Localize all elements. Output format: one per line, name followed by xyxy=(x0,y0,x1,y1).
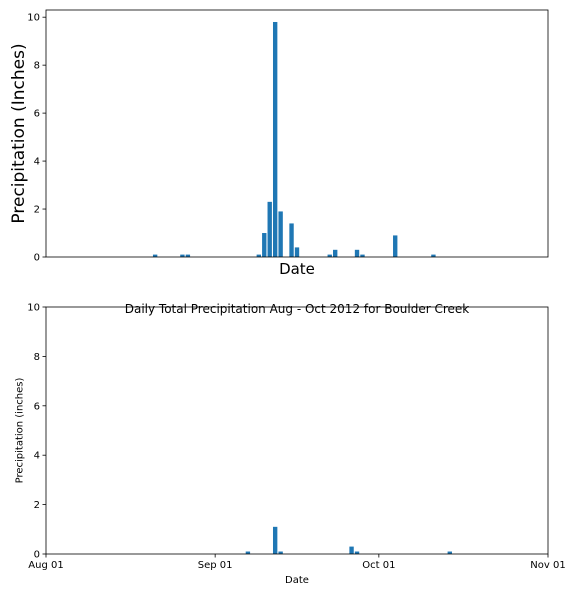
chart-title: Daily Total Precipitation Aug - Oct 2012… xyxy=(125,302,470,316)
y-axis-label: Precipitation (Inches) xyxy=(9,43,29,223)
bar-2012-09-10 xyxy=(262,233,267,257)
bar-2012-08-26 xyxy=(180,254,185,257)
y-tick-label: 6 xyxy=(34,401,40,412)
bar-2012-10-11 xyxy=(431,254,436,257)
bar-2012-09-26 xyxy=(349,546,354,554)
bar-2012-09-16 xyxy=(294,247,300,257)
bar-2012-09-13 xyxy=(278,551,283,554)
x-tick-label: Aug 01 xyxy=(28,560,63,571)
x-axis-label: Date xyxy=(285,575,309,586)
bar-2012-09-09 xyxy=(256,254,261,257)
y-tick-label: 6 xyxy=(34,109,40,120)
bar-series xyxy=(245,526,452,554)
x-tick-label: Sep 01 xyxy=(198,560,233,571)
bar-2012-09-07 xyxy=(245,551,251,554)
bar-2012-09-13 xyxy=(278,211,283,257)
y-tick-label: 2 xyxy=(34,500,40,511)
x-axis-label: Date xyxy=(279,260,315,278)
bar-2012-09-11 xyxy=(267,201,272,257)
y-tick-label: 4 xyxy=(34,451,40,462)
y-tick-label: 8 xyxy=(34,61,40,72)
y-axis-ticks: 0 2 4 6 8 10 xyxy=(27,303,46,561)
bar-2012-10-04 xyxy=(393,235,398,257)
x-axis-ticks: Aug 01 Sep 01 Oct 01 Nov 01 xyxy=(28,554,566,571)
bar-series xyxy=(152,21,436,257)
daily-precipitation-chart-top: 0 2 4 6 8 10 Date Precipitation (Inches) xyxy=(9,9,549,278)
daily-precipitation-chart-bottom: 0 2 4 6 8 10 Aug 01 Sep 01 Oct 01 Nov 01 Daily T… xyxy=(15,302,566,586)
bar-2012-10-14 xyxy=(447,551,452,554)
plot-frame xyxy=(45,306,549,555)
y-tick-label: 10 xyxy=(27,303,40,314)
y-tick-label: 0 xyxy=(34,253,40,264)
plot-frame xyxy=(45,9,549,258)
bar-2012-09-12 xyxy=(272,526,278,554)
y-tick-label: 2 xyxy=(34,205,40,216)
bar-2012-09-27 xyxy=(354,249,360,257)
bar-2012-09-28 xyxy=(360,254,365,257)
bar-2012-09-22 xyxy=(327,254,332,257)
bar-2012-09-15 xyxy=(289,223,294,257)
bar-2012-09-23 xyxy=(333,249,338,257)
y-axis-label: Precipitation (inches) xyxy=(15,378,26,484)
x-tick-label: Oct 01 xyxy=(362,560,395,571)
y-tick-label: 8 xyxy=(34,352,40,363)
bar-2012-08-21 xyxy=(152,254,158,257)
y-tick-label: 10 xyxy=(27,13,40,24)
x-tick-label: Nov 01 xyxy=(530,560,565,571)
y-tick-label: 0 xyxy=(34,550,40,561)
y-axis-ticks: 0 2 4 6 8 10 xyxy=(27,13,46,264)
y-tick-label: 4 xyxy=(34,157,40,168)
bar-2012-09-12 xyxy=(272,21,278,257)
bar-2012-08-27 xyxy=(185,254,191,257)
bar-2012-09-27 xyxy=(354,551,360,554)
